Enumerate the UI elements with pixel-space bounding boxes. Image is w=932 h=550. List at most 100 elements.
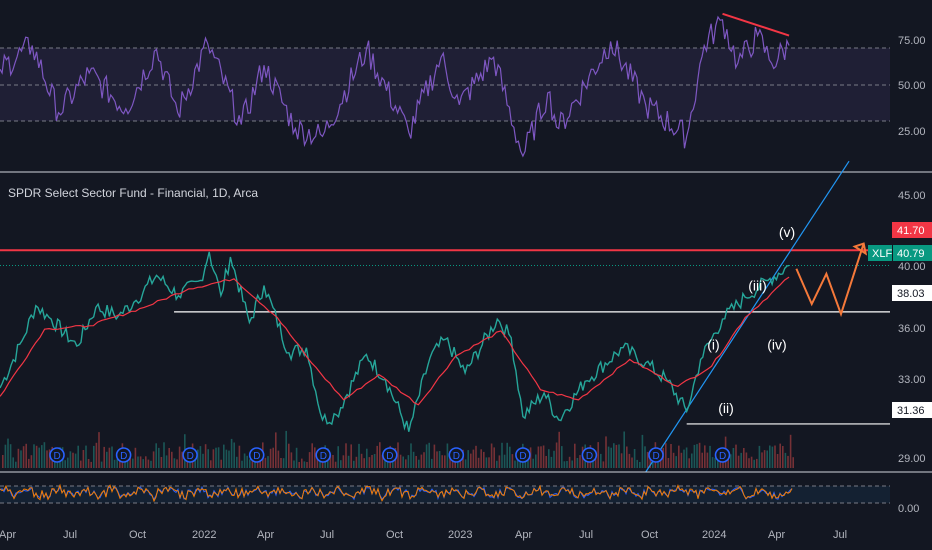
volume-bar <box>683 449 685 468</box>
volume-bar <box>501 442 503 468</box>
volume-bar <box>72 452 74 468</box>
price-pane[interactable]: SPDR Select Sector Fund - Financial, 1D,… <box>0 160 932 473</box>
rsi-pane[interactable]: 75.00 50.00 25.00 <box>0 12 926 158</box>
volume-bar <box>30 455 33 468</box>
volume-bar <box>532 458 534 468</box>
dividend-marker[interactable]: D <box>49 447 65 463</box>
rsi-divergence-line[interactable] <box>722 12 790 37</box>
volume-bar <box>496 460 498 468</box>
projection-path[interactable] <box>795 243 865 318</box>
volume-bar <box>555 442 558 468</box>
volume-bar <box>576 458 579 468</box>
volume-bar <box>158 447 160 468</box>
volume-bar <box>41 445 43 468</box>
volume-bar <box>566 461 568 468</box>
volume-bar <box>646 451 649 468</box>
volume-bar <box>701 452 703 468</box>
dividend-marker[interactable]: D <box>515 447 531 463</box>
symbol-title: SPDR Select Sector Fund - Financial, 1D,… <box>8 186 258 200</box>
volume-bar <box>233 442 235 468</box>
volume-bar <box>80 460 82 468</box>
volume-bar <box>628 453 631 468</box>
resistance-price-label: 41.70 <box>892 222 932 238</box>
volume-bar <box>545 456 547 468</box>
trend-line[interactable] <box>645 160 850 473</box>
dividend-marker[interactable]: D <box>315 447 332 463</box>
volume-bar <box>238 445 241 468</box>
price-tick-29: 29.00 <box>898 453 926 465</box>
volume-bar <box>215 447 217 468</box>
volume-bar <box>7 438 9 468</box>
volume-bar <box>168 448 170 468</box>
volume-bar <box>605 436 607 468</box>
volume-bar <box>9 444 12 468</box>
dividend-marker[interactable]: D <box>115 447 132 463</box>
volume-bar <box>488 457 490 468</box>
volume-bar <box>397 442 399 468</box>
volume-bar <box>688 458 690 468</box>
volume-bar <box>665 443 667 468</box>
volume-bar <box>626 446 628 468</box>
volume-bar <box>295 447 298 468</box>
wave-label-iii: (iii) <box>748 278 767 294</box>
dividend-marker[interactable]: D <box>248 447 265 463</box>
volume-bar <box>553 450 555 468</box>
volume-bar <box>202 453 204 468</box>
price-tick-36: 36.00 <box>898 323 926 335</box>
support-lower-price-label: 31.36 <box>892 402 932 418</box>
volume-bar <box>756 458 758 468</box>
volume-bar <box>282 458 285 468</box>
svg-text:D: D <box>320 451 327 462</box>
stochastic-pane[interactable]: 0.00 <box>0 483 919 515</box>
volume-bar <box>275 432 277 468</box>
volume-bar <box>311 443 313 468</box>
volume-bar <box>119 456 121 468</box>
volume-bar <box>319 460 321 468</box>
volume-bar <box>428 442 430 468</box>
svg-text:38.03: 38.03 <box>897 288 925 300</box>
volume-bar <box>706 452 709 468</box>
volume-bar <box>782 446 784 468</box>
volume-bar <box>750 456 753 468</box>
volume-bar <box>12 457 14 468</box>
dividend-marker[interactable]: D <box>714 447 731 463</box>
volume-bar <box>145 456 147 468</box>
volume-bar <box>236 456 238 468</box>
volume-bar <box>766 450 768 468</box>
dividend-marker[interactable]: D <box>648 447 664 463</box>
time-axis[interactable]: Apr Jul Oct 2022 Apr Jul Oct 2023 Apr Jul Oct 2024 A… <box>0 529 847 541</box>
dividend-marker[interactable]: D <box>182 447 198 463</box>
volume-bar <box>792 457 794 468</box>
volume-bar <box>355 456 358 468</box>
volume-bar <box>171 451 173 468</box>
volume-bar <box>717 459 719 468</box>
volume-bar <box>438 451 441 468</box>
dividend-marker[interactable]: D <box>581 447 598 463</box>
volume-bar <box>176 459 178 468</box>
volume-bar <box>685 447 688 468</box>
svg-text:D: D <box>187 451 194 462</box>
volume-bar <box>93 445 95 468</box>
volume-bar <box>735 444 737 468</box>
dividend-marker[interactable]: D <box>448 447 465 463</box>
volume-bar <box>743 448 745 468</box>
volume-bar <box>223 444 225 468</box>
volume-bar <box>366 448 368 468</box>
volume-bar <box>644 446 646 468</box>
volume-bar <box>178 446 181 468</box>
volume-bar <box>493 447 495 468</box>
volume-bar <box>737 455 740 468</box>
volume-bar <box>537 446 540 468</box>
volume-bar <box>568 456 571 468</box>
volume-bar <box>280 458 282 468</box>
dividend-marker[interactable]: D <box>381 447 398 463</box>
volume-bar <box>106 451 108 468</box>
volume-bar <box>25 443 27 468</box>
volume-bar <box>334 461 337 468</box>
volume-bar <box>230 438 233 468</box>
volume-bar <box>631 457 633 468</box>
volume-bar <box>748 458 750 468</box>
volume-bar <box>615 444 618 468</box>
